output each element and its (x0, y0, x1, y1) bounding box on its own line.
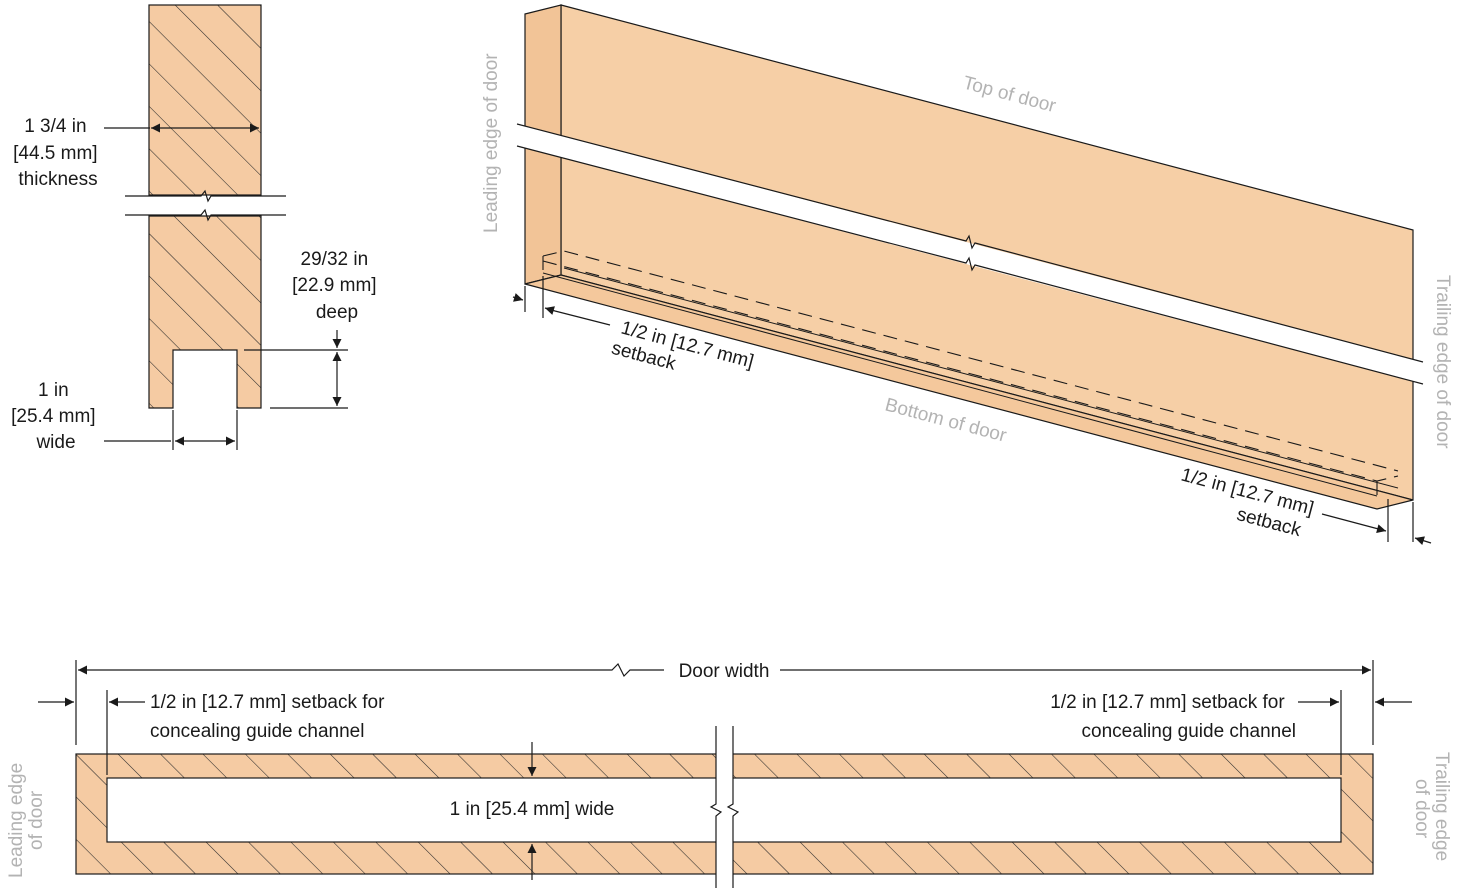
depth-label-line: deep (316, 302, 358, 323)
iso-view: 1/2 in [12.7 mm] setback 1/2 in [12.7 mm… (481, 4, 1453, 545)
iso-bottom-inner-lines (542, 267, 1399, 497)
plan-leading-edge-label-line: Leading edge (6, 763, 27, 878)
width-label-line: wide (35, 432, 75, 453)
plan-left-setback-label-line: 1/2 in [12.7 mm] setback for (150, 692, 385, 713)
plan-trailing-edge-label: Trailing edge of door (1411, 752, 1452, 866)
plan-leading-edge-label: Leading edge of door (6, 758, 47, 878)
plan-right-setback-label: 1/2 in [12.7 mm] setback for concealing … (1050, 692, 1296, 742)
thickness-label-line: thickness (18, 169, 97, 190)
width-label: 1 in [25.4 mm] wide (11, 380, 101, 453)
plan-right-setback-label-line: 1/2 in [12.7 mm] setback for (1050, 692, 1285, 713)
iso-right-setback-dimension (1321, 499, 1432, 545)
depth-label-line: 29/32 in (301, 249, 369, 270)
channel-width-label: 1 in [25.4 mm] wide (450, 799, 615, 820)
plan-trailing-edge-label-line: of door (1411, 779, 1432, 839)
plan-view: Door width 1/2 in [12.7 mm] setback for … (6, 660, 1452, 888)
thickness-label: 1 3/4 in [44.5 mm] thickness (13, 116, 103, 190)
width-label-line: [25.4 mm] (11, 406, 95, 427)
trailing-edge-label: Trailing edge of door (1432, 275, 1453, 449)
plan-trailing-edge-label-line: Trailing edge (1431, 752, 1452, 861)
width-dimension (104, 410, 238, 450)
width-label-line: 1 in (38, 380, 69, 401)
plan-left-setback-label: 1/2 in [12.7 mm] setback for concealing … (150, 692, 390, 742)
plan-leading-edge-label-line: of door (26, 790, 47, 850)
door-bottom-face (524, 274, 1414, 510)
top-of-door-label: Top of door (961, 73, 1059, 118)
iso-left-setback-dimension (512, 276, 611, 326)
section-break-lines (125, 189, 286, 222)
plan-left-setback-dimension (38, 690, 145, 775)
door-width-label: Door width (679, 661, 770, 682)
door-section-profile (148, 4, 262, 409)
plan-break (709, 726, 740, 888)
plan-right-setback-dimension (1298, 690, 1412, 775)
thickness-label-line: [44.5 mm] (13, 143, 97, 164)
plan-right-setback-label-line: concealing guide channel (1082, 721, 1296, 742)
depth-label: 29/32 in [22.9 mm] deep (292, 249, 382, 323)
thickness-label-line: 1 3/4 in (24, 116, 86, 137)
door-break-gap (516, 123, 1424, 385)
door-width-dimension (75, 660, 1374, 745)
section-view: 1 3/4 in [44.5 mm] thickness 29/32 in [2… (11, 4, 382, 453)
plan-left-setback-label-line: concealing guide channel (150, 721, 364, 742)
concealed-guide-channel (542, 250, 1399, 496)
depth-dimension (244, 330, 348, 409)
depth-label-line: [22.9 mm] (292, 275, 376, 296)
leading-edge-label: Leading edge of door (481, 53, 502, 233)
